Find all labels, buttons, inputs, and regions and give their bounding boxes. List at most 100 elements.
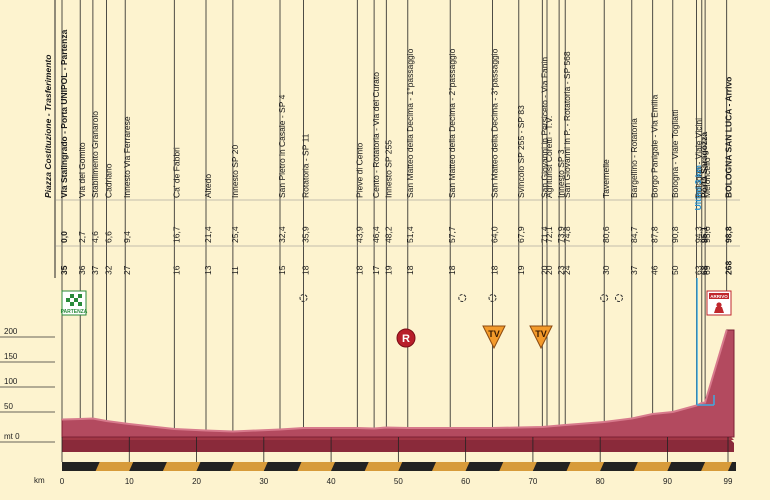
ruler-segment xyxy=(667,462,706,471)
y-tick-label: 150 xyxy=(4,352,18,361)
waypoint-altitude: 17 xyxy=(371,265,381,275)
waypoint-km: 0,0 xyxy=(59,231,69,243)
waypoint-km: 4,6 xyxy=(90,231,100,243)
waypoint-km: 95,6 xyxy=(702,226,712,243)
waypoint-km: 64,0 xyxy=(490,226,500,243)
ruler-segment xyxy=(532,462,571,471)
ruler-segment xyxy=(62,462,100,471)
x-tick-label: 70 xyxy=(528,477,537,486)
waypoint-km: 80,6 xyxy=(601,226,611,243)
waypoint-name: San Matteo della Decima - 2°passaggio xyxy=(447,48,457,198)
waypoint-altitude: 18 xyxy=(301,265,311,275)
tv-marker-icon: TV xyxy=(529,325,553,350)
waypoint-altitude: 50 xyxy=(670,265,680,275)
roundabout-icon xyxy=(458,294,467,302)
waypoint-name: Rotatoria - SP 11 xyxy=(301,133,311,198)
tv-marker-label: TV xyxy=(488,329,500,339)
roundabout-icon xyxy=(600,294,609,302)
waypoint-altitude: 19 xyxy=(516,265,526,275)
waypoint-name: Innesto Via Ferrarese xyxy=(122,116,132,198)
waypoint-km: 35,9 xyxy=(301,226,311,243)
waypoint-km: 57,7 xyxy=(447,226,457,243)
waypoint-name: Svincolo SP 255 - SP 83 xyxy=(516,105,526,198)
waypoint-name: Porta Saragozza xyxy=(699,132,709,198)
waypoint-km: 73,9 xyxy=(556,226,566,243)
last-km-marker xyxy=(696,278,715,406)
ruler-segment xyxy=(297,462,336,471)
waypoint-km: 6,6 xyxy=(103,231,113,243)
waypoint-name: BOLOGNA SAN LUCA - Arrivo xyxy=(724,77,734,198)
waypoint-altitude: 24 xyxy=(562,265,572,275)
ruler-segment xyxy=(701,462,732,471)
waypoint-altitude: 46 xyxy=(650,265,660,275)
ruler-segment xyxy=(432,462,470,471)
waypoint-name: San Matteo della Decima - 1°passaggio xyxy=(405,48,415,198)
waypoint-km: 90,8 xyxy=(670,226,680,243)
elevation-profile xyxy=(61,329,735,438)
waypoint-name: Ca' de Fabbri xyxy=(171,147,181,198)
waypoint-name: Cadriano xyxy=(103,163,113,198)
waypoint-altitude: 69 xyxy=(702,265,712,275)
x-tick-label: 90 xyxy=(663,477,672,486)
waypoint-name: Stabilimento Granarolo xyxy=(90,111,100,198)
ruler-segment xyxy=(331,462,369,471)
roundabout-icon xyxy=(299,294,308,302)
waypoint-altitude: 16 xyxy=(171,265,181,275)
profile-gridlines xyxy=(55,0,740,432)
elevation-profile-highlight xyxy=(61,329,728,433)
waypoint-list: Via Stalingrado - Porta UNIPOL - Partenz… xyxy=(59,29,734,275)
waypoint-name: Meloncello xyxy=(702,157,712,198)
start-flag-label: PARTENZA xyxy=(61,309,88,315)
ruler-segment xyxy=(263,462,302,471)
refreshment-label: R xyxy=(402,333,410,345)
ruler-segment xyxy=(196,462,235,471)
waypoint-name: Bargellino - Rotatoria xyxy=(629,118,639,198)
waypoint-name: Agriturist Coretti - T.V. xyxy=(544,116,554,198)
waypoint-km: 98,8 xyxy=(724,226,734,243)
waypoint-altitude: 18 xyxy=(354,265,364,275)
waypoint-altitude: 15 xyxy=(277,265,287,275)
waypoint-name: Innesto SP 255 xyxy=(383,140,393,198)
x-tick-label: 50 xyxy=(394,477,403,486)
waypoint-km: 9,4 xyxy=(122,231,132,243)
waypoint-km: 67,9 xyxy=(516,226,526,243)
waypoint-km: 25,4 xyxy=(230,226,240,243)
waypoint-altitude: 20 xyxy=(539,265,549,275)
waypoint-altitude: 32 xyxy=(103,265,113,275)
ruler-segment xyxy=(633,462,672,471)
x-tick-label: 20 xyxy=(192,477,201,486)
waypoint-km: 2,7 xyxy=(77,231,87,243)
waypoint-km: 71,4 xyxy=(539,226,549,243)
header-title: Piazza Costituzione - Trasferimento xyxy=(43,55,53,198)
waypoint-name: Bologna - Viale Togliatti xyxy=(670,109,680,198)
waypoint-name: San Matteo della Decima - 3°passaggio xyxy=(490,48,500,198)
waypoint-altitude: 37 xyxy=(90,265,100,275)
waypoint-altitude: 20 xyxy=(544,265,554,275)
waypoint-altitude: 18 xyxy=(490,265,500,275)
waypoint-name: Tavernelle xyxy=(601,159,611,198)
roundabout-icon xyxy=(488,294,497,302)
ruler-segment xyxy=(162,462,201,471)
km-ruler: 0 10 20 30 40 50 60 70 80 90 99 xyxy=(60,437,736,486)
waypoint-km: 51,4 xyxy=(405,226,415,243)
ruler-segment xyxy=(499,462,537,471)
ruler-segment xyxy=(465,462,504,471)
ruler-segment xyxy=(230,462,268,471)
waypoint-name: Innesto SP 20 xyxy=(230,144,240,198)
waypoint-name: Via del Gomito xyxy=(77,142,87,198)
waypoint-name: Bologna - Viale Vicini xyxy=(693,118,703,198)
finish-flag-label: ARRIVO xyxy=(710,294,728,299)
waypoint-altitude: 23 xyxy=(556,265,566,275)
waypoint-altitude: 13 xyxy=(203,265,213,275)
waypoint-km: 16,7 xyxy=(171,226,181,243)
ruler-segment xyxy=(600,462,638,471)
waypoint-name: Cento - Rotatoria - Via del Curato xyxy=(371,72,381,198)
waypoint-km: 87,8 xyxy=(650,226,660,243)
waypoint-name: San Giovanni in P. - Rotatoria - SP 568 xyxy=(562,51,572,198)
y-tick-label: mt 0 xyxy=(4,432,20,441)
waypoint-km: 21,4 xyxy=(203,226,213,243)
ruler-segment xyxy=(95,462,134,471)
waypoint-altitude: 268 xyxy=(724,261,734,275)
y-axis: mt 0 50 100 150 200 xyxy=(0,327,55,443)
x-axis-unit: km xyxy=(34,476,45,485)
